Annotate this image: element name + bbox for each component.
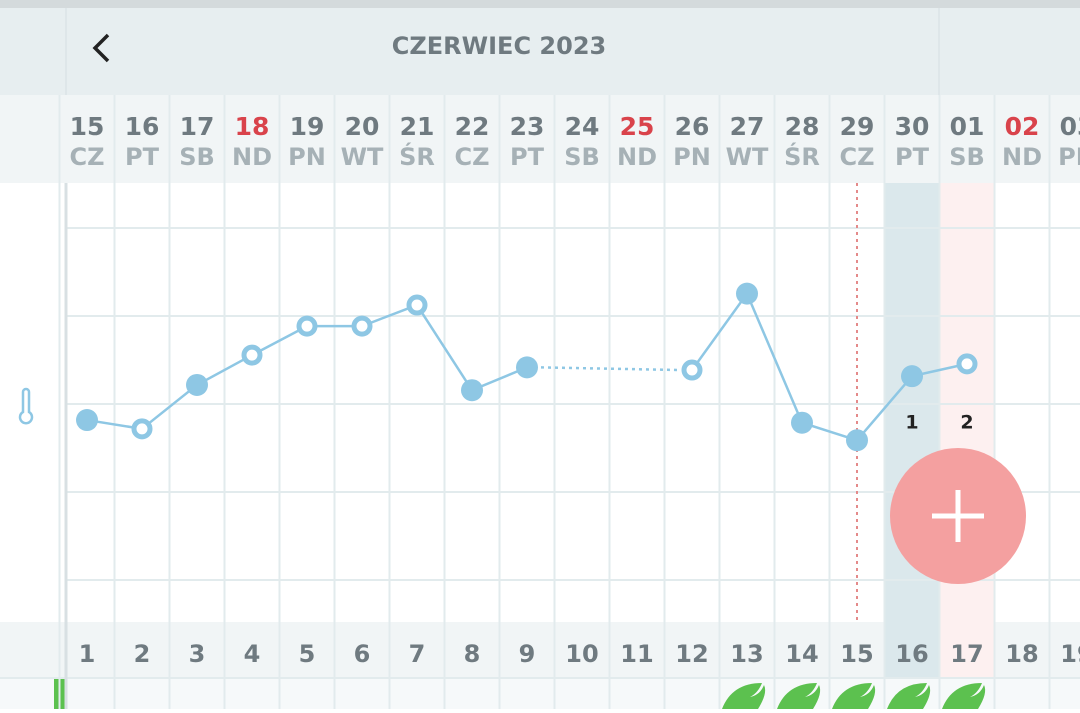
day-number: 30 (895, 112, 930, 141)
temperature-point (296, 315, 318, 337)
point-label: 1 (905, 412, 918, 434)
temperature-point (76, 409, 98, 432)
left-panel (0, 183, 66, 622)
day-number: 29 (840, 112, 875, 141)
day-number: 19 (290, 112, 325, 141)
weekday: WT (726, 143, 769, 171)
add-icon (932, 490, 984, 542)
weekday: PT (895, 143, 930, 171)
cycle-day: 9 (519, 640, 536, 668)
weekday: ND (617, 143, 657, 171)
day-number: 15 (70, 112, 105, 141)
weekday: CZ (69, 143, 104, 171)
month-title: CZERWIEC 2023 (392, 32, 606, 60)
weekday: PN (673, 143, 711, 171)
temperature-point (241, 344, 263, 366)
temperature-point (956, 353, 978, 375)
next-column (939, 183, 995, 678)
temperature-point (131, 418, 153, 440)
weekday: ŚR (399, 141, 435, 171)
cycle-day: 17 (950, 640, 983, 668)
temperature-point (406, 294, 428, 316)
cycle-day: 12 (675, 640, 708, 668)
status-edge (0, 0, 1080, 8)
temperature-point (516, 356, 538, 379)
cycle-day: 15 (840, 640, 873, 668)
weekday: SB (564, 143, 600, 171)
back-button[interactable] (92, 33, 110, 63)
weekday: PT (510, 143, 545, 171)
weekday: ND (232, 143, 272, 171)
day-number: 26 (675, 112, 710, 141)
leaf-icon (942, 683, 986, 709)
day-number: 18 (235, 112, 270, 141)
cycle-day: 6 (354, 640, 371, 668)
day-number: 27 (730, 112, 765, 141)
temperature-point (461, 379, 483, 402)
cycle-day: 18 (1005, 640, 1038, 668)
today-column (884, 183, 940, 678)
temperature-point (791, 411, 813, 434)
day-number: 22 (455, 112, 490, 141)
cycle-day: 3 (189, 640, 206, 668)
gap-connector (540, 366, 679, 372)
leaf-icon (777, 683, 821, 709)
weekday: WT (341, 143, 384, 171)
day-number: 21 (400, 112, 435, 141)
dates-row (0, 95, 1080, 183)
weekday: ŚR (784, 141, 820, 171)
day-number: 25 (620, 112, 655, 141)
temperature-point (186, 373, 208, 396)
cycle-day: 16 (895, 640, 928, 668)
cycle-day: 7 (409, 640, 426, 668)
weekday: CZ (454, 143, 489, 171)
cycle-day: 8 (464, 640, 481, 668)
weekday: PN (1058, 143, 1080, 171)
thermometer-icon (18, 387, 34, 425)
day-number: 24 (565, 112, 600, 141)
cycle-day: 10 (565, 640, 598, 668)
temperature-point (736, 282, 758, 305)
day-number: 28 (785, 112, 820, 141)
temperature-point (846, 429, 868, 452)
cycle-day: 5 (299, 640, 316, 668)
day-number: 20 (345, 112, 380, 141)
weekday: PT (125, 143, 160, 171)
day-number: 23 (510, 112, 545, 141)
cycle-day: 1 (79, 640, 96, 668)
cycle-day: 19 (1060, 640, 1080, 668)
cycle-day: 14 (785, 640, 818, 668)
leaf-icon (832, 683, 876, 709)
cycle-day: 13 (730, 640, 763, 668)
day-number: 16 (125, 112, 160, 141)
cycle-day: 4 (244, 640, 261, 668)
day-number: 01 (950, 112, 985, 141)
day-number: 02 (1005, 112, 1040, 141)
day-number: 17 (180, 112, 215, 141)
weekday: SB (949, 143, 985, 171)
cycle-day: 11 (620, 640, 653, 668)
cycle-day: 2 (134, 640, 151, 668)
day-number: 03 (1060, 112, 1080, 141)
weekday: CZ (839, 143, 874, 171)
weekday: ND (1002, 143, 1042, 171)
leaf-icon (887, 683, 931, 709)
point-label: 2 (960, 412, 973, 434)
temperature-point (681, 359, 703, 381)
temperature-point (351, 315, 373, 337)
temperature-point (901, 365, 923, 388)
top-bar (0, 0, 1080, 95)
leaf-icon (722, 683, 766, 709)
weekday: SB (179, 143, 215, 171)
weekday: PN (288, 143, 326, 171)
